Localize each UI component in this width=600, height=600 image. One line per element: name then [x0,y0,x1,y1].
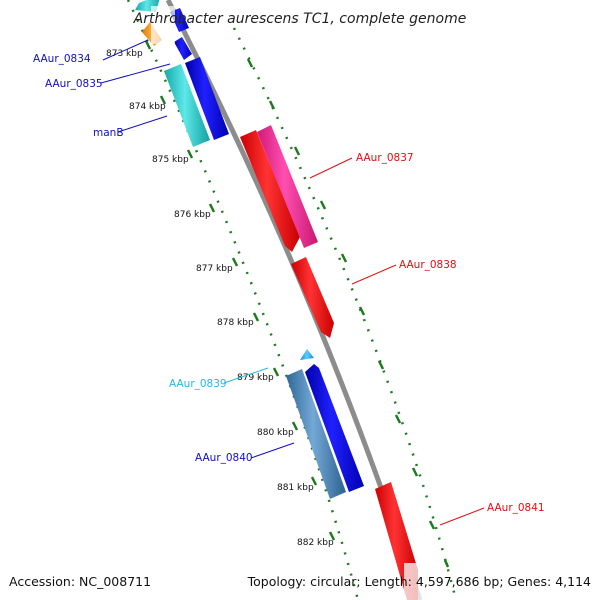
tick-label-879: 879 kbp [237,373,274,383]
gene-label-aaur-0837[interactable]: AAur_0837 [356,152,414,164]
outer-dotted-ring [232,27,458,600]
map-title: Arthrobacter aurescens TC1, complete gen… [133,11,467,27]
gene-aaur-0838-red[interactable] [291,257,334,338]
gene-aaur-0840-steel[interactable] [286,369,346,499]
accession-text: Accession: NC_008711 [9,574,151,589]
gene-aaur-0835-blue[interactable] [174,37,192,60]
tick-label-880: 880 kbp [257,428,294,438]
legend-highlight-lower [404,563,432,600]
tick-label-878: 878 kbp [217,318,254,328]
tick-label-873: 873 kbp [106,49,143,59]
outer-ring-dashes [246,58,450,568]
gene-manb-blue[interactable] [185,57,229,140]
genome-summary-text: Topology: circular; Length: 4,597,686 bp… [247,574,591,589]
tick-label-875: 875 kbp [152,155,189,165]
gene-label-aaur-0838[interactable]: AAur_0838 [399,259,457,271]
tick-label-882: 882 kbp [297,538,334,548]
gene-label-aaur-0841[interactable]: AAur_0841 [487,502,545,514]
legend-highlight [151,6,175,44]
tick-label-874: 874 kbp [129,102,166,112]
gene-label-aaur-0839[interactable]: AAur_0839 [169,378,227,390]
gene-label-aaur-0834[interactable]: AAur_0834 [33,53,91,65]
inner-ring-ticks [144,40,336,541]
gene-label-aaur-0840[interactable]: AAur_0840 [195,452,253,464]
tick-label-881: 881 kbp [277,483,314,493]
gene-labels: AAur_0834 AAur_0835 manB AAur_0837 AAur_… [33,53,545,514]
gene-leader-lines [100,39,485,526]
tick-label-876: 876 kbp [174,210,211,220]
gene-aaur-0837-pink[interactable] [257,125,318,248]
gene-features [135,0,418,600]
gene-aaur-0840-blue[interactable] [305,364,364,492]
gene-aaur-0839-lightblue[interactable] [300,349,314,360]
kbp-tick-labels: 873 kbp 874 kbp 875 kbp 876 kbp 877 kbp … [106,49,334,548]
gene-aaur-0837-red[interactable] [240,130,300,252]
gene-label-aaur-0835[interactable]: AAur_0835 [45,78,103,90]
tick-label-877: 877 kbp [196,264,233,274]
gene-manb-cyan[interactable] [164,64,210,147]
gene-label-manb[interactable]: manB [93,127,124,139]
